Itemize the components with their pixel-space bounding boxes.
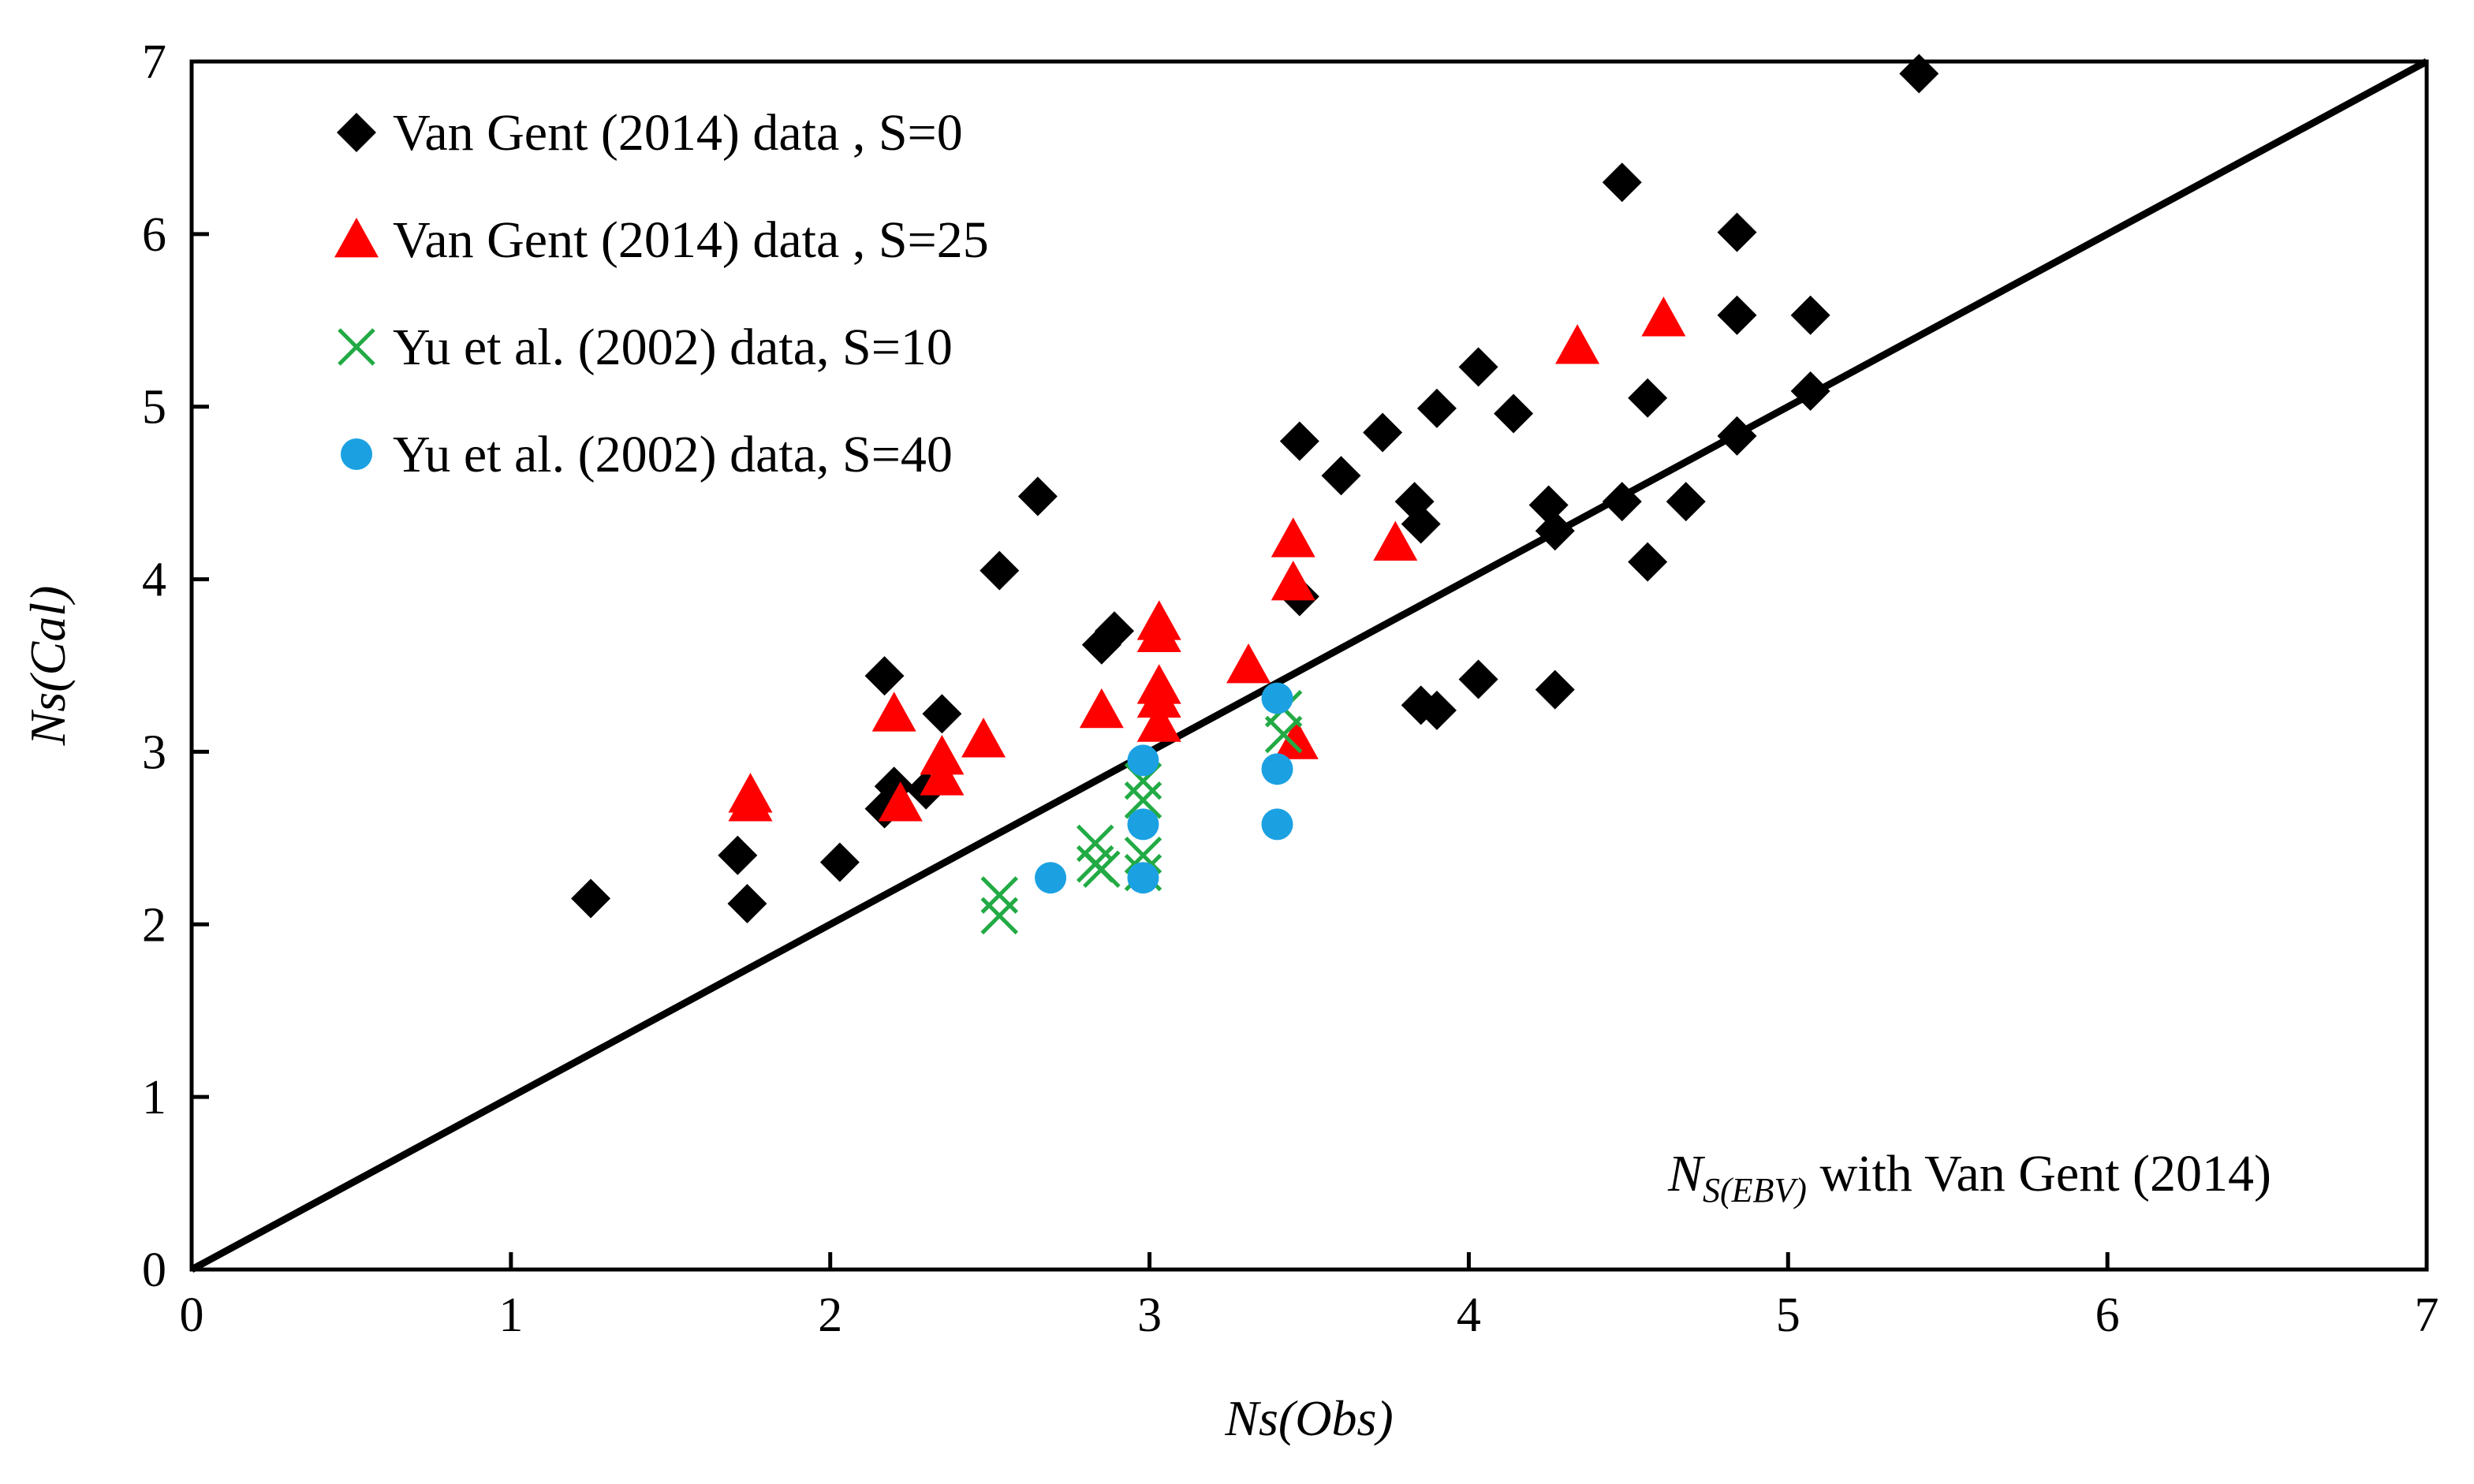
legend-label-series-3: Yu et al. (2002) data, S=10 (393, 319, 953, 376)
x-tick-label: 5 (1776, 1288, 1800, 1342)
x-tick-label: 2 (818, 1288, 842, 1342)
data-point-series-4 (1127, 808, 1159, 841)
data-point-series-4 (1127, 862, 1159, 894)
data-point-series-1 (1416, 388, 1457, 428)
data-point-series-1 (1458, 347, 1498, 387)
legend-marker-series-1 (337, 113, 376, 152)
data-point-series-1 (1017, 476, 1058, 516)
data-point-series-4 (1127, 744, 1159, 777)
legend-marker-series-2 (334, 218, 379, 258)
tick-labels: 0 1 2 3 4 5 6 7 0 1 2 3 4 5 6 7 (142, 35, 2439, 1342)
data-point-series-2 (1136, 702, 1181, 742)
data-point-series-2 (1079, 688, 1124, 729)
data-point-series-3 (1083, 850, 1121, 889)
reference-line-1to1 (189, 58, 2429, 1273)
data-point-series-2 (1641, 296, 1686, 337)
data-point-series-4 (1035, 862, 1067, 894)
data-point-series-3 (1124, 781, 1162, 819)
y-tick-label: 4 (142, 554, 166, 607)
data-point-series-1 (727, 884, 767, 924)
y-tick-label: 0 (142, 1244, 166, 1297)
data-point-series-4 (1261, 682, 1293, 714)
data-point-series-3 (1264, 715, 1303, 754)
data-point-series-3 (1124, 836, 1162, 874)
x-tick-label: 7 (2415, 1288, 2439, 1342)
data-point-series-2 (1271, 517, 1315, 557)
data-point-series-2 (961, 718, 1006, 758)
data-point-series-1 (864, 656, 905, 696)
x-tick-label: 6 (2095, 1288, 2120, 1342)
annotation-label: NS(EBV) with Van Gent (2014) (1667, 1145, 2271, 1210)
x-tick-label: 4 (1457, 1288, 1481, 1342)
data-point-series-1 (1535, 669, 1575, 710)
x-tick-label: 0 (180, 1288, 204, 1342)
legend-label-series-2: Van Gent (2014) data , S=25 (393, 211, 989, 269)
y-tick-label: 2 (142, 898, 166, 952)
data-point-series-2 (1271, 560, 1315, 601)
y-tick-label: 5 (142, 381, 166, 434)
data-point-series-2 (1555, 324, 1600, 364)
data-point-series-1 (1899, 54, 1939, 94)
data-point-series-1 (1717, 295, 1757, 335)
y-tick-label: 6 (142, 208, 166, 262)
y-axis-title: Ns(Cal) (20, 586, 76, 747)
data-point-series-1 (819, 842, 860, 882)
data-point-series-1 (1416, 690, 1457, 730)
data-point-series-1 (1790, 295, 1830, 335)
data-point-series-4 (1261, 808, 1293, 841)
data-point-series-1 (571, 878, 611, 919)
data-point-series-2 (1136, 612, 1181, 653)
data-point-series-2 (920, 755, 965, 796)
data-point-series-1 (1666, 482, 1706, 522)
data-markers (571, 54, 1939, 935)
legend-marker-series-3 (338, 328, 375, 366)
legend-label-series-4: Yu et al. (2002) data, S=40 (393, 426, 953, 483)
data-point-series-3 (980, 897, 1019, 935)
legend-label-series-1: Van Gent (2014) data , S=0 (393, 104, 963, 162)
x-tick-label: 1 (498, 1288, 523, 1342)
data-point-series-2 (871, 692, 916, 732)
data-point-series-2 (920, 734, 965, 775)
data-point-series-1 (980, 550, 1020, 591)
data-point-series-1 (1401, 504, 1441, 544)
legend: Van Gent (2014) data , S=0 Van Gent (2014… (334, 104, 989, 483)
data-point-series-1 (1279, 421, 1319, 461)
y-tick-label: 1 (142, 1071, 166, 1124)
x-tick-label: 3 (1137, 1288, 1162, 1342)
y-tick-label: 3 (142, 725, 166, 779)
data-point-series-2 (1226, 643, 1271, 684)
data-point-series-1 (1602, 482, 1642, 522)
data-point-series-1 (1363, 412, 1403, 453)
data-point-series-4 (1261, 753, 1293, 785)
data-point-series-2 (1136, 677, 1181, 718)
annotation-text: with Van Gent (2014) (1807, 1145, 2271, 1202)
x-axis-title: Ns(Obs) (1224, 1390, 1393, 1446)
data-point-series-1 (922, 694, 962, 734)
data-point-series-1 (1628, 378, 1668, 418)
data-point-series-2 (878, 781, 923, 822)
data-point-series-1 (1458, 659, 1498, 699)
data-point-series-2 (728, 781, 773, 822)
data-point-series-1 (1628, 542, 1668, 582)
data-point-series-2 (1373, 520, 1418, 561)
data-point-series-1 (1321, 456, 1361, 496)
data-point-series-1 (718, 835, 758, 875)
annotation-subscript: S(EBV) (1703, 1171, 1807, 1210)
data-point-series-2 (1274, 719, 1319, 759)
legend-marker-series-4 (341, 438, 372, 470)
y-tick-label: 7 (142, 35, 166, 89)
data-point-series-1 (1717, 416, 1757, 456)
data-point-series-1 (1095, 611, 1135, 651)
data-point-series-1 (1602, 162, 1642, 203)
annotation-symbol: N (1667, 1145, 1706, 1202)
data-point-series-1 (1494, 393, 1534, 434)
data-point-series-1 (1717, 212, 1757, 252)
data-point-series-1 (1535, 511, 1575, 551)
data-point-series-1 (1790, 371, 1830, 412)
